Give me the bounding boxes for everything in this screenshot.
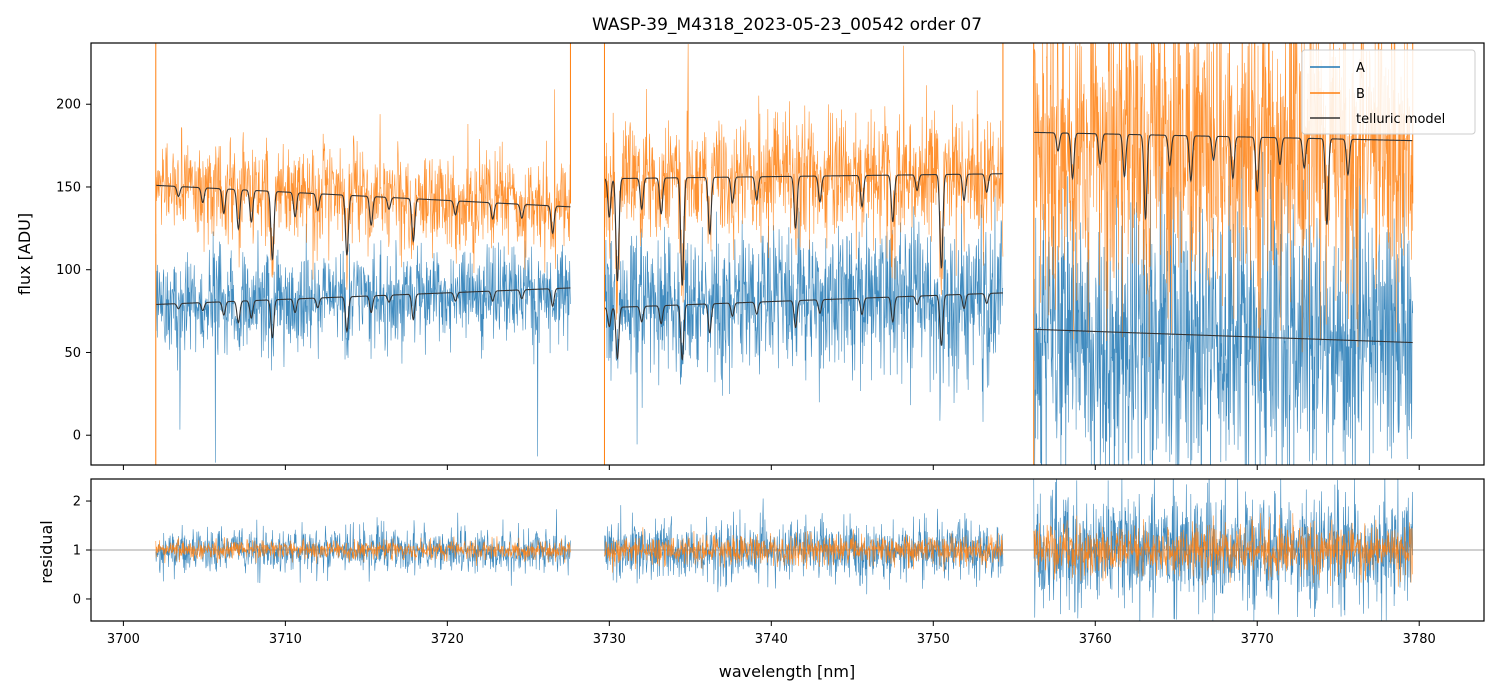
telluric-model-a-segment-1: [155, 287, 571, 339]
residual-series-b-segment-3: [1033, 513, 1414, 587]
flux-ytick-label-0: 0: [73, 429, 81, 444]
legend-telluric-label: telluric model: [1356, 112, 1445, 127]
residual-ticks: 0 1 2 3700 3710 3720 3730 3740 3750 3760 3770 3780: [73, 495, 1436, 647]
telluric-model-a-segment-3: [1033, 328, 1413, 344]
flux-series-a-segment-2: [604, 188, 1004, 445]
xtick-label-3780: 3780: [1403, 632, 1436, 647]
flux-ticks: 0 50 100 150 200: [56, 98, 1420, 470]
residual-series-a-segment-2: [604, 498, 1004, 595]
xtick-label-3700: 3700: [107, 632, 140, 647]
xtick-label-3730: 3730: [593, 632, 626, 647]
telluric-model-b-segment-3: [1033, 131, 1413, 225]
telluric-model-a-segment-2: [604, 292, 1003, 361]
legend-b-label: B: [1356, 87, 1365, 102]
flux-ytick-label-50: 50: [64, 346, 81, 361]
flux-series-a-segment-3: [1033, 135, 1414, 465]
telluric-model-b-segment-1: [155, 184, 571, 261]
residual-ytick-label-1: 1: [73, 544, 81, 559]
residual-series-b-segment-2: [604, 527, 1004, 573]
xtick-label-3740: 3740: [755, 632, 788, 647]
flux-panel: 0 50 100 150 200 flux [ADU] A B telluric mod…: [15, 42, 1485, 470]
flux-series-b-segment-3: [1033, 43, 1414, 381]
residual-ylabel: residual: [37, 520, 56, 583]
flux-axes-frame: [90, 42, 1485, 466]
xtick-label-3720: 3720: [431, 632, 464, 647]
flux-series-b-segment-2: [604, 44, 1004, 320]
residual-ytick-label-0: 0: [73, 592, 81, 607]
legend: A B telluric model: [1301, 49, 1476, 135]
flux-ytick-label-100: 100: [56, 263, 81, 278]
flux-data-area: [155, 43, 1414, 465]
flux-ytick-label-150: 150: [56, 180, 81, 195]
residual-data-area: [91, 479, 1484, 621]
xtick-label-3760: 3760: [1079, 632, 1112, 647]
flux-ytick-label-200: 200: [56, 98, 81, 113]
telluric-model-b-segment-2: [604, 173, 1003, 286]
flux-series-a-segment-1: [155, 223, 571, 463]
legend-a-label: A: [1356, 61, 1365, 76]
xlabel: wavelength [nm]: [719, 662, 856, 681]
xtick-label-3710: 3710: [269, 632, 302, 647]
legend-box: [1301, 49, 1476, 135]
xtick-label-3750: 3750: [917, 632, 950, 647]
residual-series-b-segment-1: [155, 536, 571, 567]
residual-ytick-label-2: 2: [73, 495, 81, 510]
flux-series-b-segment-1: [155, 89, 571, 290]
chart-title: WASP-39_M4318_2023-05-23_00542 order 07: [592, 15, 982, 35]
flux-ylabel: flux [ADU]: [15, 213, 34, 295]
xtick-label-3770: 3770: [1241, 632, 1274, 647]
